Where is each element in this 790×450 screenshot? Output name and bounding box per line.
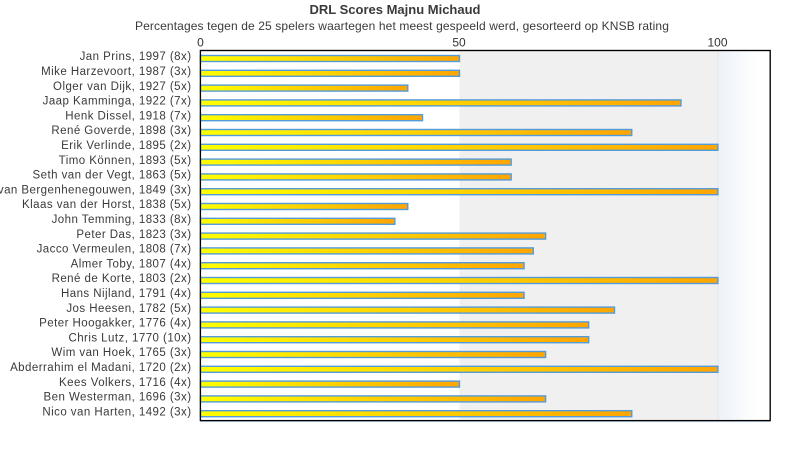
svg-text:0: 0	[197, 36, 204, 50]
svg-text:Chris Lutz, 1770 (10x): Chris Lutz, 1770 (10x)	[68, 332, 191, 344]
svg-text:Kees Volkers, 1716 (4x): Kees Volkers, 1716 (4x)	[59, 377, 191, 389]
svg-text:Erik Verlinde, 1895 (2x): Erik Verlinde, 1895 (2x)	[61, 140, 191, 152]
svg-text:100: 100	[707, 36, 727, 50]
svg-text:Hans Nijland, 1791 (4x): Hans Nijland, 1791 (4x)	[61, 288, 192, 300]
svg-text:Abderrahim el Madani, 1720 (2x: Abderrahim el Madani, 1720 (2x)	[10, 362, 191, 374]
svg-text:Jos Heesen, 1782 (5x): Jos Heesen, 1782 (5x)	[66, 303, 191, 315]
svg-text:Peter Das, 1823 (3x): Peter Das, 1823 (3x)	[76, 229, 191, 241]
svg-text:DRL Scores Majnu Michaud: DRL Scores Majnu Michaud	[310, 2, 481, 17]
svg-text:Peter Hoogakker, 1776 (4x): Peter Hoogakker, 1776 (4x)	[39, 318, 191, 330]
svg-text:Timo Können, 1893 (5x): Timo Können, 1893 (5x)	[59, 155, 192, 167]
svg-text:Henk Dissel, 1918 (7x): Henk Dissel, 1918 (7x)	[65, 110, 191, 122]
svg-text:René Goverde, 1898 (3x): René Goverde, 1898 (3x)	[51, 125, 191, 137]
svg-text:René de Korte, 1803 (2x): René de Korte, 1803 (2x)	[52, 273, 192, 285]
svg-text:Jaap Kamminga, 1922 (7x): Jaap Kamminga, 1922 (7x)	[43, 96, 192, 108]
svg-text:Almer Toby, 1807 (4x): Almer Toby, 1807 (4x)	[71, 258, 192, 270]
svg-text:Jan Prins, 1997 (8x): Jan Prins, 1997 (8x)	[80, 51, 192, 63]
svg-text:Percentages tegen de 25 speler: Percentages tegen de 25 spelers waartege…	[135, 19, 669, 33]
svg-text:Seth van der Vegt, 1863 (5x): Seth van der Vegt, 1863 (5x)	[32, 170, 191, 182]
svg-text:Jacco Vermeulen, 1808 (7x): Jacco Vermeulen, 1808 (7x)	[37, 244, 192, 256]
svg-text:John Temming, 1833 (8x): John Temming, 1833 (8x)	[52, 214, 192, 226]
svg-text:50: 50	[452, 36, 466, 50]
svg-text:Klaas van der Horst, 1838 (5x): Klaas van der Horst, 1838 (5x)	[22, 199, 191, 211]
svg-text:van Bergenhenegouwen, 1849 (3x: van Bergenhenegouwen, 1849 (3x)	[0, 184, 192, 196]
svg-text:Ben Westerman, 1696 (3x): Ben Westerman, 1696 (3x)	[43, 392, 191, 404]
svg-text:Nico van Harten, 1492 (3x): Nico van Harten, 1492 (3x)	[42, 406, 191, 418]
svg-text:Olger van Dijk, 1927 (5x): Olger van Dijk, 1927 (5x)	[53, 81, 191, 93]
svg-text:Mike Harzevoort, 1987 (3x): Mike Harzevoort, 1987 (3x)	[41, 66, 191, 78]
svg-text:Wim van Hoek, 1765 (3x): Wim van Hoek, 1765 (3x)	[51, 347, 191, 359]
